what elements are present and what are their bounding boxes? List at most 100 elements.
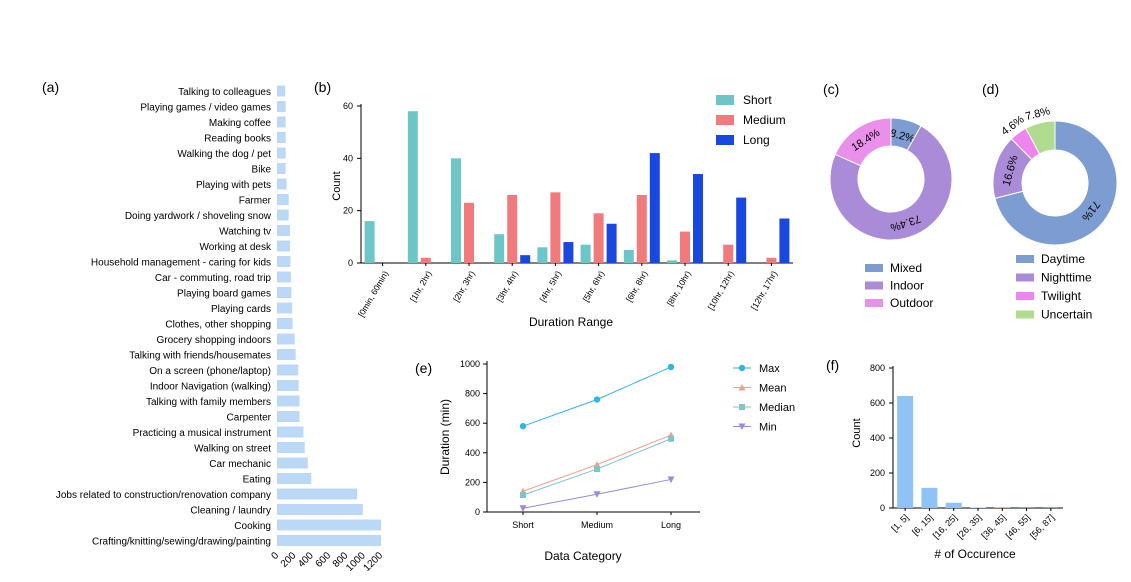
panel-b-bar-short — [364, 221, 375, 263]
panel-a-bar — [277, 535, 381, 546]
panel-b-x-tick: [8hr, 10hr) — [665, 269, 693, 308]
panel-b-bar-short — [451, 158, 461, 263]
panel-e-letter: (e) — [415, 360, 432, 376]
panel-e-x-tick: Medium — [581, 520, 613, 530]
panel-b-bar-short — [537, 247, 548, 263]
panel-e-point-min — [667, 476, 675, 483]
panel-a-bar — [277, 364, 299, 376]
panel-b-bar-short — [494, 234, 505, 263]
panel-f-ylabel: Count — [851, 418, 863, 447]
panel-a-category-label: Cooking — [234, 521, 271, 532]
panel-a-category-label: Playing board games — [177, 289, 271, 300]
panel-c-legend-label: Indoor — [890, 279, 924, 293]
panel-e-ylabel: Duration (min) — [438, 399, 452, 475]
panel-a-bar — [277, 271, 291, 283]
panel-a-bar — [277, 333, 295, 345]
panel-a-bar — [277, 287, 292, 298]
panel-a-category-label: Reading books — [204, 134, 271, 145]
panel-a-category-label: Playing with pets — [196, 180, 271, 191]
panel-b-legend-label: Long — [743, 133, 770, 147]
panel-c-legend-swatch — [865, 299, 883, 307]
panel-b-bar-short — [667, 260, 677, 263]
panel-f-bar — [897, 396, 914, 508]
panel-b-bar-medium — [593, 213, 604, 263]
panel-a-bar — [277, 256, 291, 267]
panel-a-bar — [277, 395, 300, 407]
panel-b-x-tick: [6hr, 8hr) — [624, 269, 650, 304]
panel-a-bar — [277, 473, 312, 484]
panel-a-bar — [277, 349, 296, 360]
panel-a-bar — [277, 147, 286, 159]
panel-a-bar — [277, 318, 293, 329]
panel-e-y-tick: 1000 — [460, 359, 480, 369]
panel-d-legend-label: Uncertain — [1041, 308, 1092, 322]
panel-b-bar-long — [606, 223, 617, 263]
panel-a-category-label: Working at desk — [199, 242, 272, 253]
panel-a-bar — [277, 209, 289, 221]
panel-b-bar-medium — [723, 244, 734, 263]
panel-c-legend-swatch — [865, 281, 883, 290]
panel-b-bar-long — [563, 242, 574, 263]
panel-a-bar — [277, 85, 286, 97]
panel-a-category-label: Talking with friends/housemates — [129, 351, 271, 362]
panel-a-category-label: On a screen (phone/laptop) — [149, 366, 271, 377]
panel-b-legend-label: Short — [743, 93, 772, 107]
panel-e-legend-marker — [739, 404, 745, 410]
panel-f-bar — [994, 507, 1011, 508]
panel-f-xlabel: # of Occurence — [934, 547, 1016, 561]
panel-a-category-label: Crafting/knitting/sewing/drawing/paintin… — [92, 537, 271, 548]
panel-b-y-tick: 0 — [348, 258, 353, 268]
panel-a-category-label: Car - commuting, road trip — [155, 273, 272, 284]
panel-d-legend-label: Twilight — [1041, 289, 1082, 303]
panel-a-x-tick: 1200 — [362, 550, 386, 574]
panel-e-point-median — [668, 435, 674, 442]
panel-b-legend-swatch — [716, 95, 734, 105]
panel-b-x-tick: [0min, 60min) — [356, 269, 390, 319]
panel-b-legend-swatch — [716, 135, 734, 145]
panel-f-y-tick: 600 — [870, 398, 885, 408]
panel-d-legend-label: Nighttime — [1041, 271, 1092, 285]
panel-f-x-tick: [16, 25] — [931, 512, 959, 540]
panel-d-slice — [994, 120, 1118, 246]
panel-b-bar-short — [407, 111, 418, 263]
panel-b-x-tick: [2hr, 3hr) — [451, 269, 477, 304]
panel-a-category-label: Making coffee — [209, 118, 272, 129]
panel-a-category-label: Playing games / video games — [140, 103, 271, 114]
panel-f-x-tick: [26, 35] — [955, 512, 983, 540]
panel-f-y-tick: 400 — [870, 433, 885, 443]
panel-a-bar — [277, 194, 289, 205]
panel-d-value-label: 7.8% — [1024, 105, 1051, 123]
panel-a-category-label: Farmer — [239, 196, 272, 207]
panel-e-xlabel: Data Category — [544, 549, 621, 563]
panel-a-category-label: Watching tv — [219, 227, 271, 238]
panel-e-legend-label: Max — [759, 363, 780, 375]
panel-e-point-median — [520, 491, 526, 498]
panel-e-y-tick: 200 — [465, 477, 480, 487]
panel-e-legend-marker — [738, 364, 746, 372]
panel-b-x-tick: [1hr, 2hr) — [408, 269, 434, 304]
panel-e-point-median — [594, 466, 600, 473]
panel-a-category-label: Household management - caring for kids — [91, 258, 271, 269]
panel-a-bar — [277, 240, 290, 252]
panel-a-x-tick: 400 — [296, 550, 316, 570]
panel-a-category-label: Car mechanic — [209, 459, 271, 470]
panel-a-bar — [277, 380, 299, 391]
panel-a-bar — [277, 504, 363, 515]
panel-d-letter: (d) — [982, 81, 999, 97]
panel-f-bar — [921, 487, 938, 508]
panel-a-bar — [277, 225, 290, 236]
panel-f-x-tick: [1, 5] — [889, 512, 910, 533]
panel-e-point-max — [667, 363, 675, 371]
panel-d-legend-swatch — [1016, 310, 1034, 319]
panel-e-legend-label: Median — [759, 402, 795, 414]
panel-b-x-tick: [4hr, 5hr) — [537, 269, 563, 304]
panel-a-bar — [277, 178, 287, 190]
panel-e-point-min — [519, 505, 527, 512]
panel-d-legend-swatch — [1016, 292, 1034, 300]
panel-a-category-label: Walking on street — [194, 444, 271, 455]
panel-e-y-tick: 600 — [465, 418, 480, 428]
panel-e-legend-marker — [738, 384, 746, 391]
panel-e-legend-marker — [738, 423, 746, 430]
panel-e-point-mean — [593, 461, 601, 468]
